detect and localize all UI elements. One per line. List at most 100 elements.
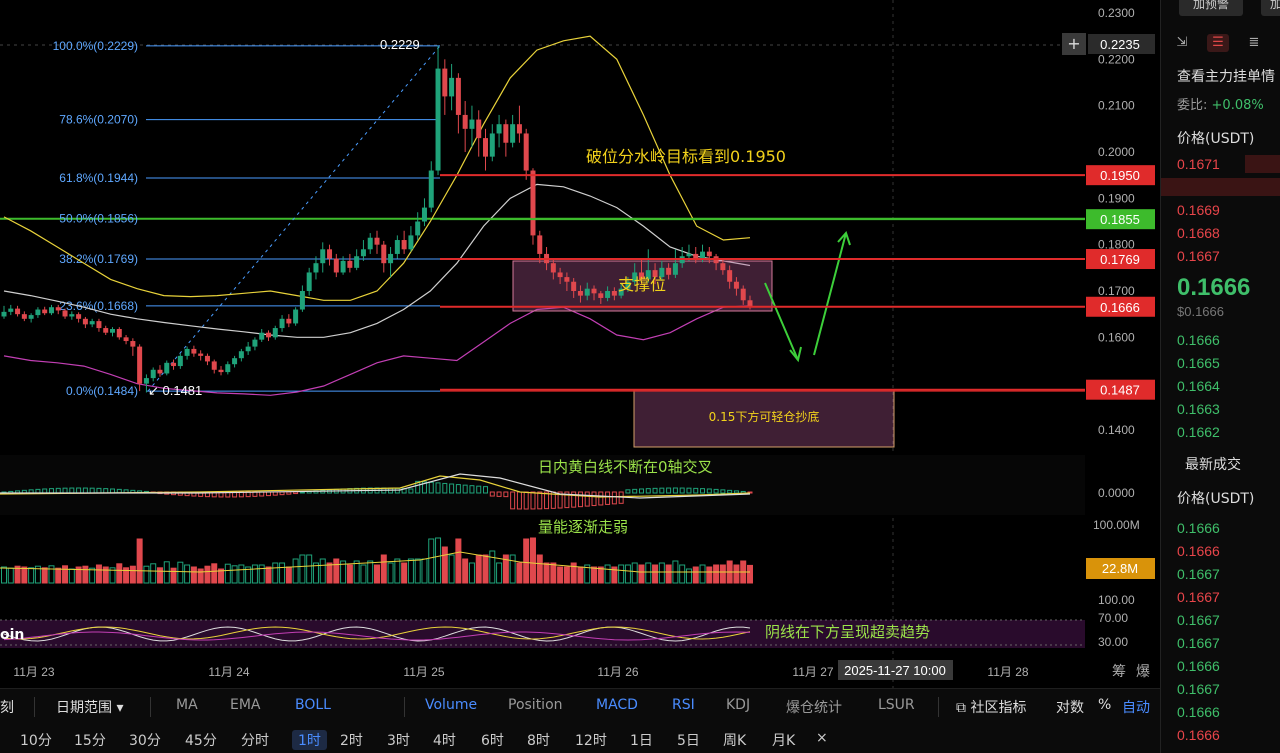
bid-row[interactable]: 0.1663 (1177, 401, 1220, 417)
candle[interactable] (747, 300, 753, 307)
interval-6[interactable]: 2时 (340, 733, 363, 749)
ask-row[interactable]: 0.1669 (1177, 202, 1220, 218)
candle[interactable] (265, 332, 271, 338)
interval-8[interactable]: 4时 (433, 733, 456, 749)
candle[interactable] (598, 293, 604, 298)
candle[interactable] (48, 307, 54, 314)
candle[interactable] (381, 244, 387, 264)
candle[interactable] (374, 237, 380, 245)
candle[interactable] (89, 321, 95, 325)
candle[interactable] (727, 270, 733, 282)
candle[interactable] (245, 346, 251, 352)
candle[interactable] (15, 308, 21, 315)
candle[interactable] (483, 138, 489, 157)
candle[interactable] (340, 260, 346, 273)
candle[interactable] (293, 309, 299, 324)
candle[interactable] (516, 124, 522, 134)
candle[interactable] (299, 291, 305, 310)
log-scale-toggle[interactable]: 对数 (1056, 700, 1084, 716)
indicator-ema-toggle[interactable]: EMA (230, 697, 261, 713)
bid-row[interactable]: 0.1666 (1177, 332, 1220, 348)
list-icon[interactable]: ≣ (1248, 35, 1260, 50)
candle[interactable] (286, 318, 292, 324)
candle[interactable] (550, 263, 556, 273)
ask-row[interactable]: 0.1671 (1177, 156, 1220, 172)
close-icon[interactable]: × (816, 730, 828, 746)
candle[interactable] (510, 124, 516, 143)
candle[interactable] (55, 307, 61, 311)
candle[interactable] (164, 362, 170, 374)
chart-canvas[interactable]: 100.0%(0.2229) 78.6%(0.2070) 61.8%(0.1944)… (0, 0, 1160, 688)
candle[interactable] (360, 249, 366, 257)
chip-icon[interactable]: 筹 (1112, 663, 1126, 680)
candle[interactable] (150, 369, 156, 379)
indicator-volume-toggle[interactable]: Volume (425, 697, 478, 713)
candle[interactable] (496, 124, 502, 134)
crosshair-add-icon[interactable] (1062, 33, 1086, 55)
candle[interactable] (320, 249, 326, 264)
candle[interactable] (103, 328, 109, 333)
candle[interactable] (110, 328, 116, 333)
candle[interactable] (421, 207, 427, 222)
candle[interactable] (204, 355, 210, 362)
candle[interactable] (252, 339, 258, 347)
candle[interactable] (652, 270, 658, 278)
candle[interactable] (672, 263, 678, 275)
candle[interactable] (116, 328, 122, 338)
candle[interactable] (8, 308, 14, 312)
interval-11[interactable]: 12时 (575, 733, 607, 749)
candle[interactable] (700, 251, 706, 259)
candle[interactable] (259, 332, 265, 340)
candle[interactable] (611, 291, 617, 296)
interval-2[interactable]: 30分 (129, 733, 161, 749)
candle[interactable] (571, 281, 577, 291)
add-button[interactable]: 加 (1261, 0, 1280, 16)
interval-14[interactable]: 周K (723, 733, 747, 749)
candle[interactable] (130, 341, 136, 347)
candle[interactable] (503, 124, 509, 143)
candle[interactable] (401, 240, 407, 250)
ask-row[interactable]: 0.1667 (1177, 248, 1220, 264)
candle[interactable] (632, 272, 638, 282)
candle[interactable] (489, 133, 495, 157)
candle[interactable] (354, 256, 360, 268)
interval-4[interactable]: 分时 (241, 733, 269, 749)
candle[interactable] (333, 258, 339, 273)
indicator-boll-toggle[interactable]: BOLL (295, 697, 331, 713)
candle[interactable] (740, 288, 746, 301)
ask-row[interactable]: 0.1668 (1177, 225, 1220, 241)
candle[interactable] (191, 348, 197, 354)
interval-5[interactable]: 1时 (292, 730, 327, 750)
candle[interactable] (618, 288, 624, 296)
both-sides-icon[interactable]: ⇲ (1176, 35, 1188, 50)
candle[interactable] (469, 119, 475, 129)
percent-scale-toggle[interactable]: % (1098, 697, 1112, 713)
date-range-button[interactable]: 日期范围 ▾ (56, 700, 124, 716)
candle[interactable] (313, 263, 319, 273)
candle[interactable] (435, 68, 441, 171)
candle[interactable] (428, 170, 434, 208)
bid-row[interactable]: 0.1662 (1177, 424, 1220, 440)
auto-scale-toggle[interactable]: 自动 (1122, 700, 1150, 716)
indicator-爆仓统计-toggle[interactable]: 爆仓统计 (786, 700, 842, 716)
candle[interactable] (394, 240, 400, 254)
candle[interactable] (42, 309, 48, 314)
candle[interactable] (232, 358, 238, 365)
interval-7[interactable]: 3时 (387, 733, 410, 749)
candle[interactable] (367, 237, 373, 250)
indicator-ma-toggle[interactable]: MA (176, 697, 198, 713)
candle[interactable] (462, 114, 468, 129)
candle[interactable] (686, 253, 692, 257)
candle[interactable] (238, 351, 244, 359)
candle[interactable] (564, 277, 570, 282)
order-book-title[interactable]: 查看主力挂单情 (1177, 69, 1275, 85)
candle[interactable] (523, 133, 529, 171)
interval-9[interactable]: 6时 (481, 733, 504, 749)
candle[interactable] (577, 291, 583, 296)
candle[interactable] (21, 314, 27, 319)
candle[interactable] (82, 318, 88, 325)
candle[interactable] (171, 362, 177, 367)
indicator-macd-toggle[interactable]: MACD (596, 697, 638, 713)
candle[interactable] (306, 272, 312, 291)
indicator-kdj-toggle[interactable]: KDJ (726, 697, 751, 713)
